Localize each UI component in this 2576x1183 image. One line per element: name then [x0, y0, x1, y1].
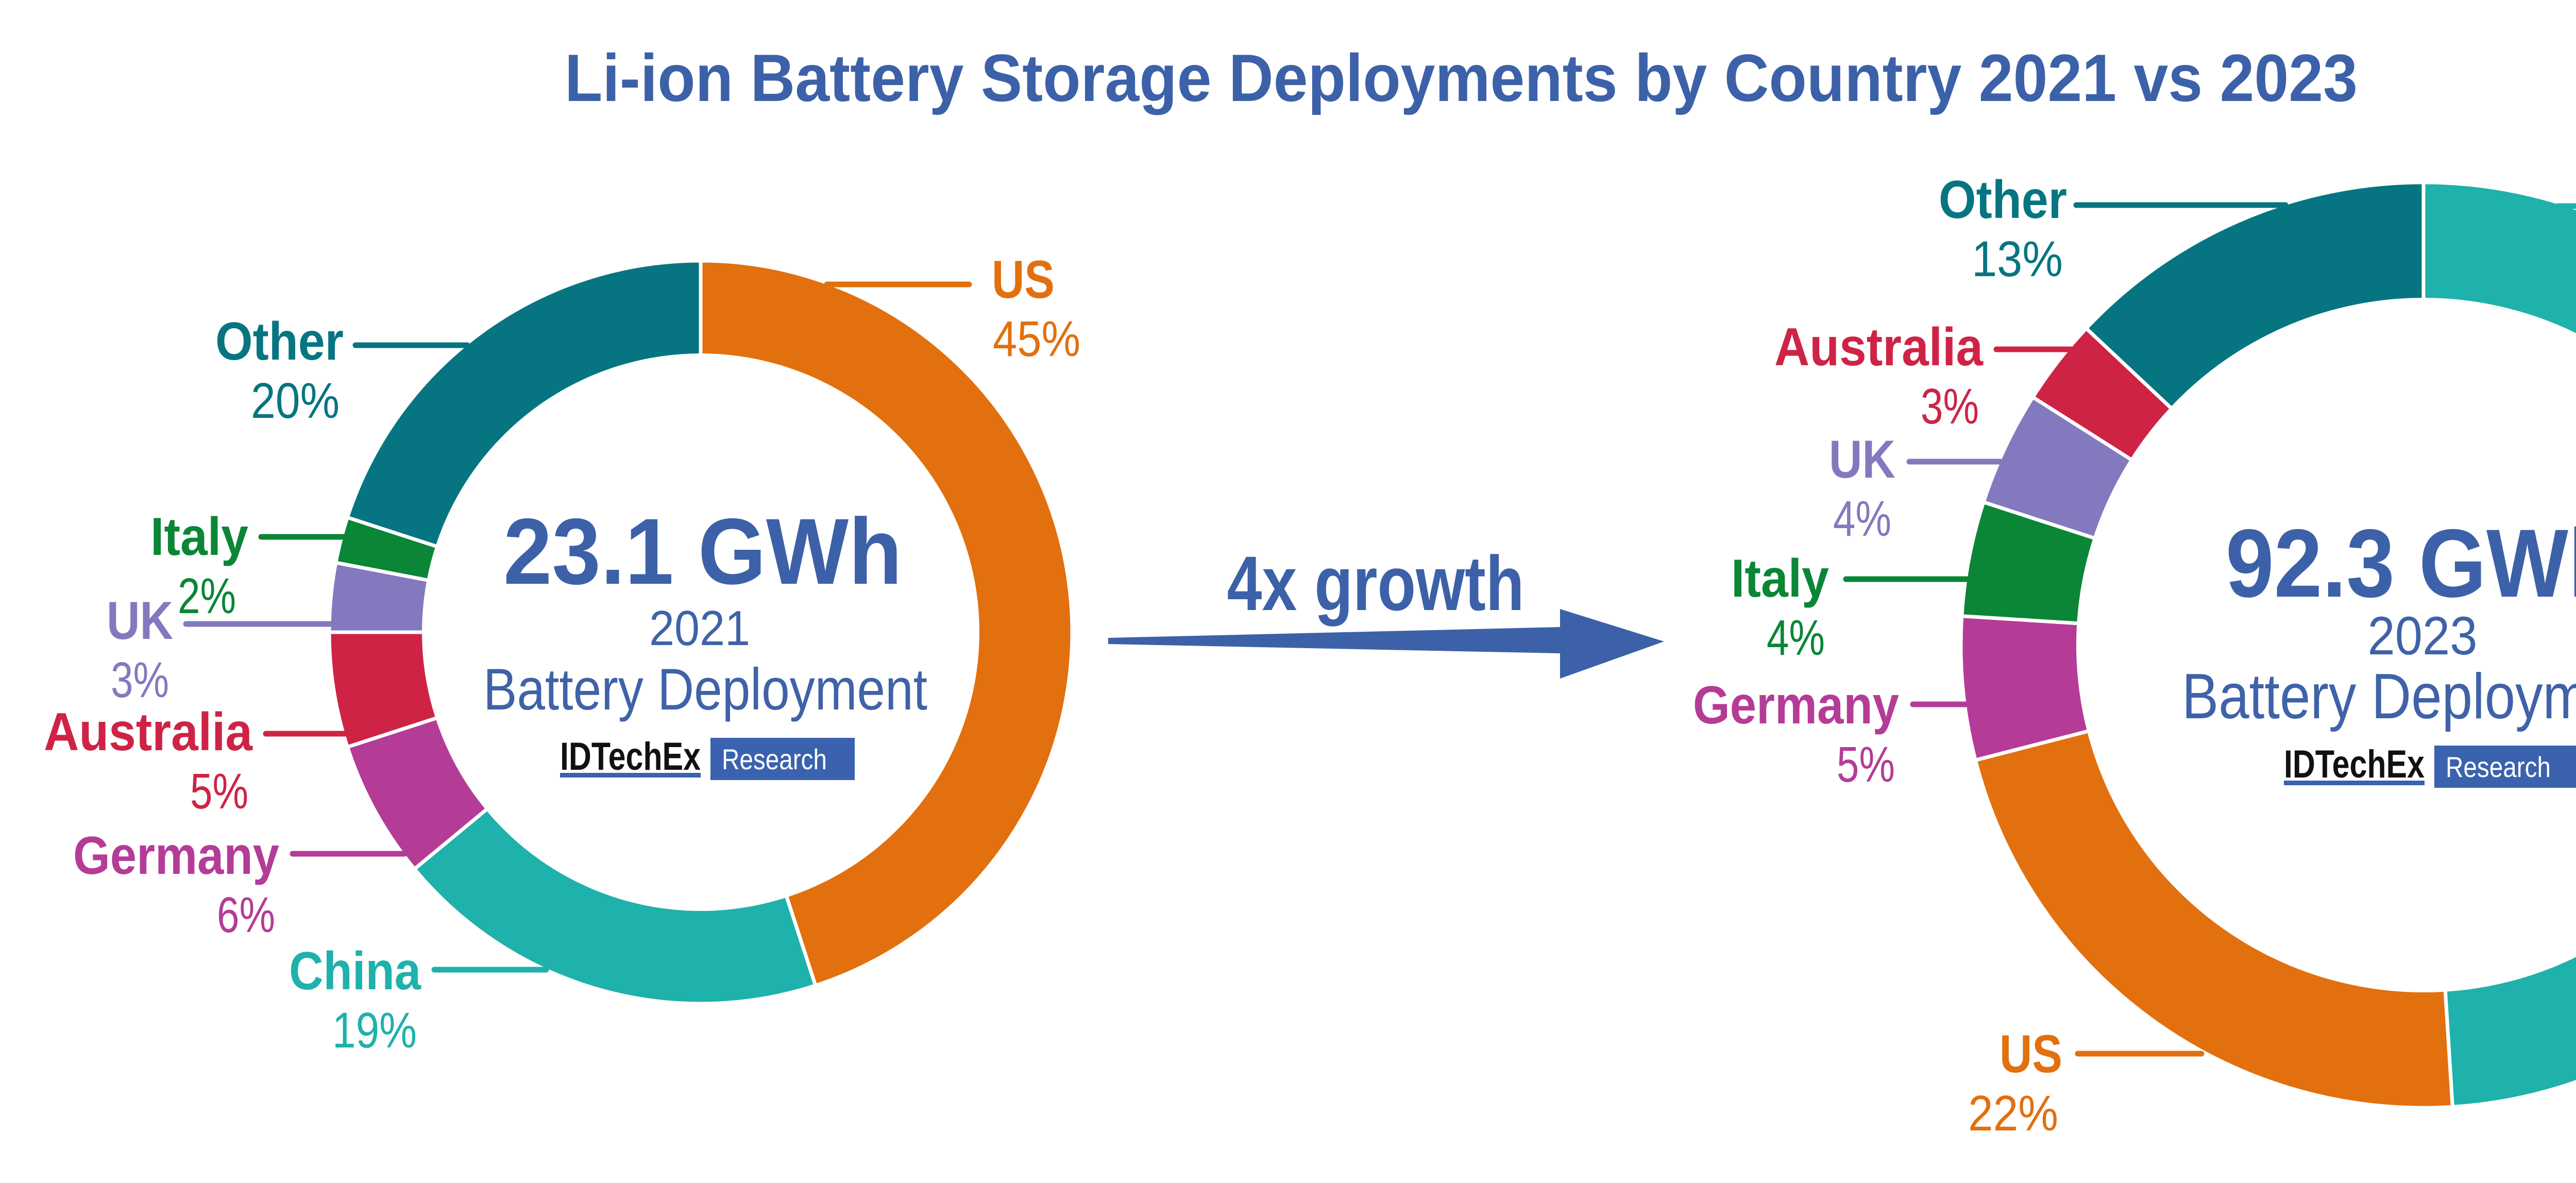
svg-text:Germany: Germany — [1693, 675, 1899, 735]
svg-text:Battery Deployment: Battery Deployment — [483, 657, 927, 722]
svg-text:IDTechEx: IDTechEx — [560, 735, 701, 779]
svg-text:6%: 6% — [217, 887, 275, 943]
svg-text:Germany: Germany — [73, 826, 279, 886]
svg-text:UK: UK — [1829, 430, 1895, 489]
svg-text:Other: Other — [1939, 170, 2067, 230]
svg-text:Li-ion Battery Storage Deploym: Li-ion Battery Storage Deployments by Co… — [565, 40, 2358, 115]
svg-text:3%: 3% — [111, 652, 169, 708]
svg-text:Australia: Australia — [44, 702, 253, 762]
svg-text:5%: 5% — [190, 763, 248, 819]
svg-text:2023: 2023 — [2368, 606, 2478, 666]
svg-text:4%: 4% — [1833, 491, 1891, 547]
svg-text:UK: UK — [107, 591, 173, 651]
svg-text:IDTechEx: IDTechEx — [2284, 742, 2425, 786]
svg-text:92.3 GWh: 92.3 GWh — [2226, 509, 2576, 617]
svg-text:Italy: Italy — [150, 507, 248, 567]
svg-text:Battery Deployment: Battery Deployment — [2182, 661, 2576, 732]
svg-text:Italy: Italy — [1731, 549, 1829, 609]
svg-text:2%: 2% — [178, 568, 236, 624]
svg-text:China: China — [289, 941, 421, 1001]
svg-text:23.1 GWh: 23.1 GWh — [503, 499, 902, 604]
svg-text:19%: 19% — [332, 1002, 417, 1058]
svg-text:20%: 20% — [251, 373, 340, 429]
svg-text:Australia: Australia — [1774, 317, 1984, 377]
svg-text:4x growth: 4x growth — [1227, 540, 1524, 627]
svg-text:US: US — [1999, 1024, 2062, 1084]
svg-text:45%: 45% — [993, 311, 1080, 367]
svg-text:US: US — [992, 250, 1055, 310]
svg-text:13%: 13% — [1972, 231, 2063, 287]
svg-text:Research: Research — [2446, 751, 2551, 783]
svg-text:5%: 5% — [1837, 736, 1895, 792]
svg-text:Other: Other — [215, 312, 344, 371]
svg-text:22%: 22% — [1968, 1085, 2058, 1141]
svg-text:2021: 2021 — [649, 601, 750, 656]
svg-text:3%: 3% — [1921, 378, 1979, 434]
svg-text:4%: 4% — [1767, 610, 1825, 666]
svg-text:Research: Research — [722, 743, 827, 775]
